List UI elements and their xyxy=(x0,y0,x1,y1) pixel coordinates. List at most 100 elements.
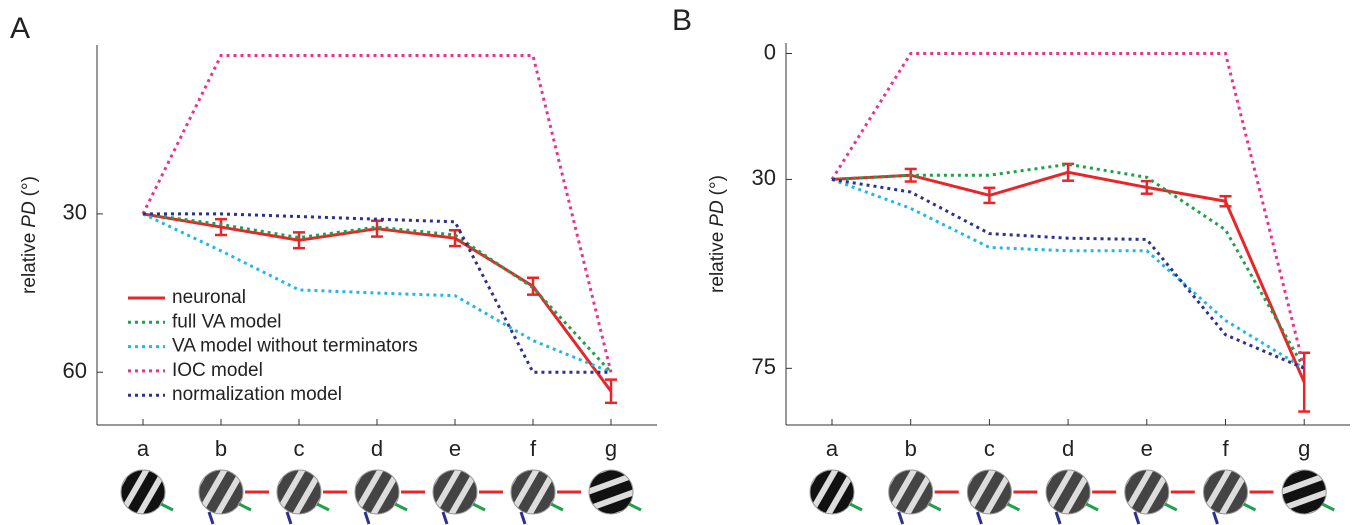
x-tick-label: b xyxy=(905,436,917,461)
icon-stripe xyxy=(1282,488,1327,514)
error-bar xyxy=(215,217,227,237)
x-tick-label: b xyxy=(215,436,227,461)
icon-arrow xyxy=(1054,511,1062,525)
icon-arrow xyxy=(285,511,293,525)
x-tick-label: a xyxy=(137,436,150,461)
icon-stripe xyxy=(121,470,154,514)
series-line xyxy=(142,212,612,374)
y-label-part: relative xyxy=(19,233,40,294)
icon-arrow xyxy=(975,511,983,525)
x-tick-label: f xyxy=(1222,436,1229,461)
legend-label: full VA model xyxy=(172,311,281,332)
icon-arrow xyxy=(441,511,449,525)
icon-border xyxy=(198,469,244,515)
icon-arrow xyxy=(928,502,942,512)
icon-arrow xyxy=(160,502,174,512)
series-line xyxy=(830,51,1306,369)
icon-stripe xyxy=(888,470,922,514)
legend-label: normalization model xyxy=(172,384,342,405)
icon-stripe xyxy=(1215,470,1248,514)
icon-arrow xyxy=(238,502,252,512)
icon-stripe xyxy=(900,470,933,514)
icon-stripe xyxy=(132,470,165,514)
y-tick-label: 60 xyxy=(63,358,87,383)
icon-border xyxy=(1281,469,1327,515)
x-tick-label: d xyxy=(371,436,383,461)
legend-label: VA model without terminators xyxy=(172,336,418,357)
icon-border xyxy=(888,469,934,515)
icon-stripe xyxy=(210,470,243,514)
panel-label: A xyxy=(10,12,30,45)
icon-border xyxy=(120,469,166,515)
icon-stripe xyxy=(589,470,633,496)
x-tick-label: c xyxy=(984,436,995,461)
x-tick-label: f xyxy=(530,436,537,461)
x-tick-label: g xyxy=(605,436,617,461)
icon-arrow xyxy=(316,502,330,512)
icon-stripe xyxy=(1057,470,1091,514)
error-bar xyxy=(449,229,461,248)
icon-stripe xyxy=(199,470,232,514)
icon-arrow xyxy=(897,511,905,525)
error-bar xyxy=(983,186,996,205)
icon-stripe xyxy=(444,470,477,514)
series-line xyxy=(831,170,1306,383)
icon-stripe xyxy=(810,470,843,514)
icon-stripe xyxy=(277,470,310,514)
x-tick-label: d xyxy=(1062,436,1074,461)
x-tick-label: e xyxy=(1141,436,1153,461)
error-bar xyxy=(293,231,305,250)
icon-border xyxy=(588,469,634,515)
series-line xyxy=(141,54,613,373)
icon-arrow xyxy=(1133,511,1141,525)
icon-border xyxy=(510,469,556,515)
icon-arrow xyxy=(1164,502,1178,512)
icon-arrow xyxy=(207,511,215,525)
y-axis-label: relative PD (°) xyxy=(19,176,40,294)
icon-stripe xyxy=(1136,470,1169,514)
series-line xyxy=(831,178,1305,370)
icon-stripe xyxy=(1046,470,1079,514)
icon-arrow xyxy=(1085,502,1099,512)
icon-arrow xyxy=(394,502,408,512)
icon-stripe xyxy=(1282,470,1327,496)
icon-stripe xyxy=(1124,470,1158,514)
y-label-part: PD xyxy=(707,200,728,227)
icon-arrow xyxy=(1321,502,1335,512)
series-line xyxy=(142,212,613,374)
icon-arrow xyxy=(628,502,642,512)
y-label-part: relative xyxy=(707,232,728,293)
error-bar xyxy=(1219,194,1232,208)
icon-border xyxy=(432,469,478,515)
x-tick-label: a xyxy=(826,436,839,461)
x-tick-label: e xyxy=(449,436,461,461)
series-line xyxy=(143,212,611,374)
y-tick-label: 75 xyxy=(752,354,776,379)
error-bar xyxy=(605,378,617,405)
icon-stripe xyxy=(1203,470,1236,514)
panel-label: B xyxy=(672,4,692,37)
icon-stripe xyxy=(978,470,1012,514)
series-line xyxy=(831,162,1306,370)
y-tick-label: 30 xyxy=(63,200,87,225)
x-tick-label: g xyxy=(1298,436,1310,461)
icon-border xyxy=(276,469,322,515)
icon-arrow xyxy=(363,511,371,525)
icon-border xyxy=(354,469,400,515)
icon-border xyxy=(966,469,1012,515)
icon-stripe xyxy=(511,470,544,514)
icon-arrow xyxy=(1006,502,1021,512)
icon-arrow xyxy=(1242,502,1257,512)
icon-stripe xyxy=(522,470,555,514)
y-tick-label: 0 xyxy=(764,39,776,64)
icon-stripe xyxy=(366,470,399,514)
y-label-part: (°) xyxy=(707,175,728,195)
x-tick-label: c xyxy=(294,436,305,461)
icon-stripe xyxy=(433,470,466,514)
icon-arrow xyxy=(1212,511,1219,525)
icon-arrow xyxy=(550,502,564,512)
icon-arrow xyxy=(472,502,486,512)
icon-stripe xyxy=(967,470,1000,514)
y-label-part: PD xyxy=(19,201,40,228)
